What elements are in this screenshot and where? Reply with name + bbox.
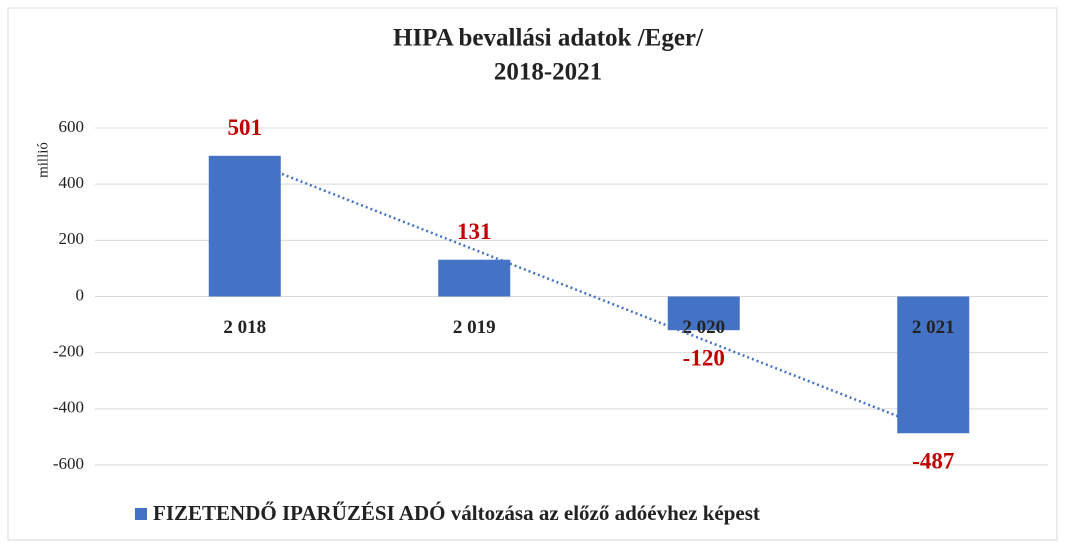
x-tick-label: 2 019: [453, 317, 496, 338]
data-label: 501: [228, 115, 263, 140]
chart-title: HIPA bevallási adatok /Eger/: [393, 25, 704, 52]
y-tick-label: 600: [59, 117, 85, 136]
data-label: 131: [457, 219, 492, 244]
legend-label: FIZETENDŐ IPARŰZÉSI ADÓ változása az elő…: [153, 501, 760, 525]
legend-swatch: [135, 508, 147, 520]
bar: [667, 296, 740, 331]
chart-frame: [7, 7, 1058, 541]
data-label: -487: [912, 449, 954, 474]
y-tick-label: 200: [59, 229, 85, 248]
x-tick-label: 2 021: [912, 317, 955, 338]
y-tick-label: -400: [53, 398, 84, 417]
y-tick-label: -200: [53, 342, 84, 361]
bar: [208, 155, 281, 297]
data-label: -120: [683, 345, 725, 370]
bar: [438, 259, 511, 297]
y-axis-label: millió: [35, 142, 51, 178]
chart-subtitle: 2018-2021: [494, 59, 602, 86]
y-tick-label: -600: [53, 454, 84, 473]
y-tick-label: 400: [59, 173, 85, 192]
trendline: [244, 158, 934, 432]
x-tick-label: 2 018: [223, 317, 266, 338]
y-tick-label: 0: [76, 285, 85, 304]
bar: [897, 296, 970, 434]
x-tick-label: 2 020: [682, 317, 725, 338]
